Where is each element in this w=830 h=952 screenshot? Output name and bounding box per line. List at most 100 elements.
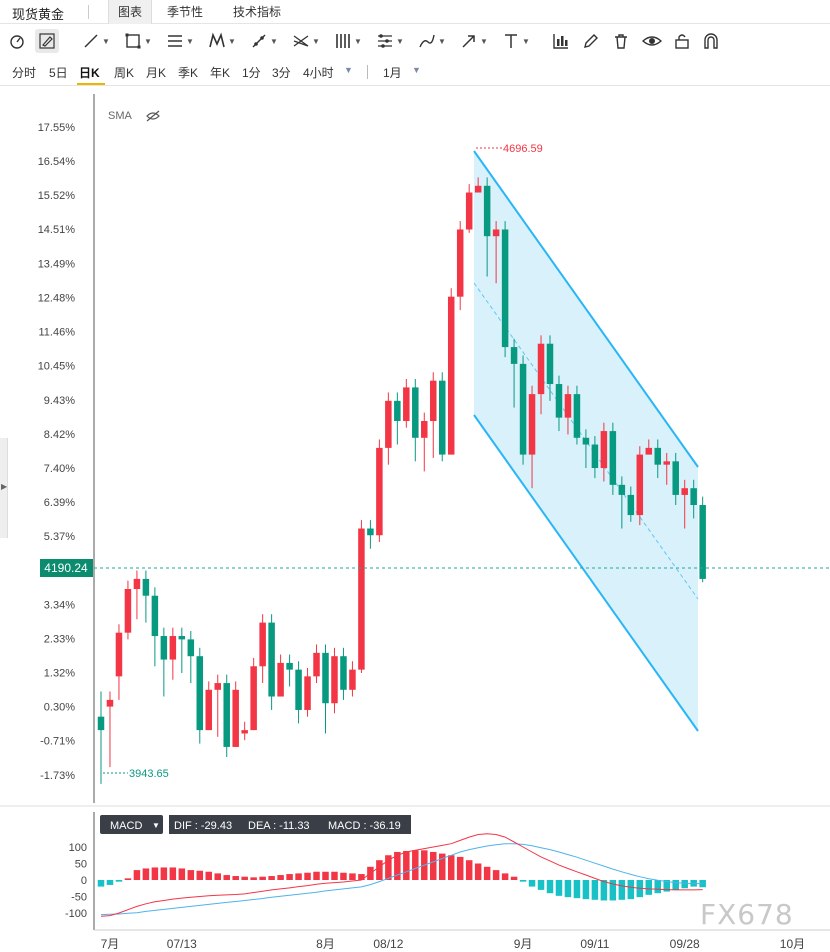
candle xyxy=(124,580,132,640)
fib-icon[interactable]: ▼ xyxy=(246,29,282,53)
candle xyxy=(97,691,105,784)
tab-chart[interactable]: 图表 xyxy=(108,0,152,24)
candle xyxy=(438,372,446,462)
tab-seasonality[interactable]: 季节性 xyxy=(166,5,203,19)
candle xyxy=(295,661,302,724)
channel-lower-line[interactable] xyxy=(473,414,699,732)
range-dropdown-icon[interactable]: ▼ xyxy=(412,65,421,75)
drawing-toolbar: ▼ ▼ ▼ ▼ ▼ ▼ ▼ ▼ ▼ ▼ ▼ xyxy=(0,25,830,57)
period-1min[interactable]: 1分 xyxy=(242,66,261,80)
period-bar: 分时 5日 日K 周K 月K 季K 年K 1分 3分 4小时 ▼ 1月 ▼ xyxy=(0,58,830,86)
eye-icon[interactable] xyxy=(640,29,664,53)
x-axis-label: 8月 xyxy=(316,937,335,951)
x-axis-label: 09/28 xyxy=(670,937,700,951)
side-panel-toggle[interactable]: ▶ xyxy=(0,438,8,538)
macd-selector-label[interactable]: MACD xyxy=(110,820,142,832)
candle-body xyxy=(286,662,293,670)
y-axis-label: 3.34% xyxy=(44,599,75,611)
text-icon[interactable]: ▼ xyxy=(498,29,534,53)
macd-bar xyxy=(232,876,239,880)
candle-body xyxy=(564,394,572,418)
candle-body xyxy=(385,400,392,448)
candle xyxy=(142,570,150,623)
bars-icon[interactable]: ▼ xyxy=(330,29,366,53)
macd-bar xyxy=(331,871,338,880)
candle-body xyxy=(169,636,177,660)
candle xyxy=(555,375,563,432)
magnet-icon[interactable] xyxy=(700,29,722,53)
macd-dropdown-icon[interactable]: ▼ xyxy=(152,821,160,830)
period-yearly[interactable]: 年K xyxy=(210,66,231,80)
brush-icon[interactable]: ▼ xyxy=(414,29,450,53)
candle-body xyxy=(115,632,123,677)
candle xyxy=(196,647,204,744)
range-select[interactable]: 1月 xyxy=(383,66,402,80)
channel-upper-line[interactable] xyxy=(473,150,699,468)
parallel-lines-icon[interactable]: ▼ xyxy=(162,29,198,53)
period-5day[interactable]: 5日 xyxy=(49,66,68,80)
macd-bar xyxy=(115,880,123,882)
candle-body xyxy=(214,683,221,690)
edit-icon[interactable] xyxy=(580,29,602,53)
active-period-underline xyxy=(77,83,105,85)
reset-icon[interactable] xyxy=(6,29,28,53)
period-monthly[interactable]: 月K xyxy=(146,66,167,80)
macd-bar xyxy=(555,880,563,896)
y-axis-label: 2.33% xyxy=(44,633,75,645)
more-periods-dropdown-icon[interactable]: ▼ xyxy=(344,65,353,75)
candle xyxy=(681,479,688,529)
candle xyxy=(582,429,590,469)
y-axis-label: 0.30% xyxy=(44,702,75,714)
period-daily[interactable]: 日K xyxy=(79,66,100,80)
period-weekly[interactable]: 周K xyxy=(114,66,135,80)
macd-bar xyxy=(223,875,230,880)
candle xyxy=(304,667,311,717)
hide-indicator-icon[interactable] xyxy=(146,110,160,122)
candle-body xyxy=(474,185,482,193)
max-price-label: 4696.59 xyxy=(503,143,543,155)
y-axis-label: 7.40% xyxy=(44,463,75,475)
candle-body xyxy=(421,421,428,438)
pen-icon[interactable] xyxy=(35,29,59,53)
macd-bar xyxy=(376,860,383,880)
channel-icon[interactable]: ▼ xyxy=(372,29,408,53)
macd-bar xyxy=(214,873,221,880)
macd-bar xyxy=(259,876,266,880)
macd-selector[interactable] xyxy=(100,815,163,834)
chart-style-icon[interactable] xyxy=(550,29,572,53)
channel-mid-line xyxy=(473,282,699,600)
macd-bar xyxy=(465,860,473,880)
candle xyxy=(663,452,670,485)
period-4hour[interactable]: 4小时 xyxy=(303,66,334,80)
instrument-title: 现货黄金 xyxy=(12,7,65,22)
top-bar: 现货黄金 图表 季节性 技术指标 xyxy=(0,0,830,24)
lock-icon[interactable] xyxy=(671,29,693,53)
macd-bar xyxy=(492,870,500,880)
candle xyxy=(160,627,168,697)
macd-bar xyxy=(447,855,455,880)
line-icon[interactable]: ▼ xyxy=(78,29,114,53)
macd-bar xyxy=(474,863,482,880)
sma-indicator-label[interactable]: SMA xyxy=(108,110,133,122)
delete-icon[interactable] xyxy=(610,29,632,53)
candle-body xyxy=(600,431,608,469)
macd-bar xyxy=(510,876,518,880)
candle xyxy=(645,439,653,455)
price-chart[interactable]: SMA 17.55% 16.54% 15.52% 14.51% 13.49% 12.48%… xyxy=(0,86,830,952)
dif-value: DIF : -29.43 xyxy=(174,820,232,832)
candle-body xyxy=(322,652,329,704)
period-time-sharing[interactable]: 分时 xyxy=(12,66,37,80)
candle xyxy=(483,177,491,277)
fan-icon[interactable]: ▼ xyxy=(288,29,324,53)
period-3min[interactable]: 3分 xyxy=(272,66,291,80)
pattern-icon[interactable]: ▼ xyxy=(204,29,240,53)
arrow-icon[interactable]: ▼ xyxy=(456,29,492,53)
candle-body xyxy=(537,343,545,395)
rectangle-icon[interactable]: ▼ xyxy=(120,29,156,53)
tab-technical-indicators[interactable]: 技术指标 xyxy=(232,5,281,19)
candle xyxy=(618,476,626,529)
dea-line xyxy=(100,843,703,916)
period-quarterly[interactable]: 季K xyxy=(178,66,199,80)
macd-bar xyxy=(591,880,599,900)
candle-body xyxy=(555,384,563,418)
